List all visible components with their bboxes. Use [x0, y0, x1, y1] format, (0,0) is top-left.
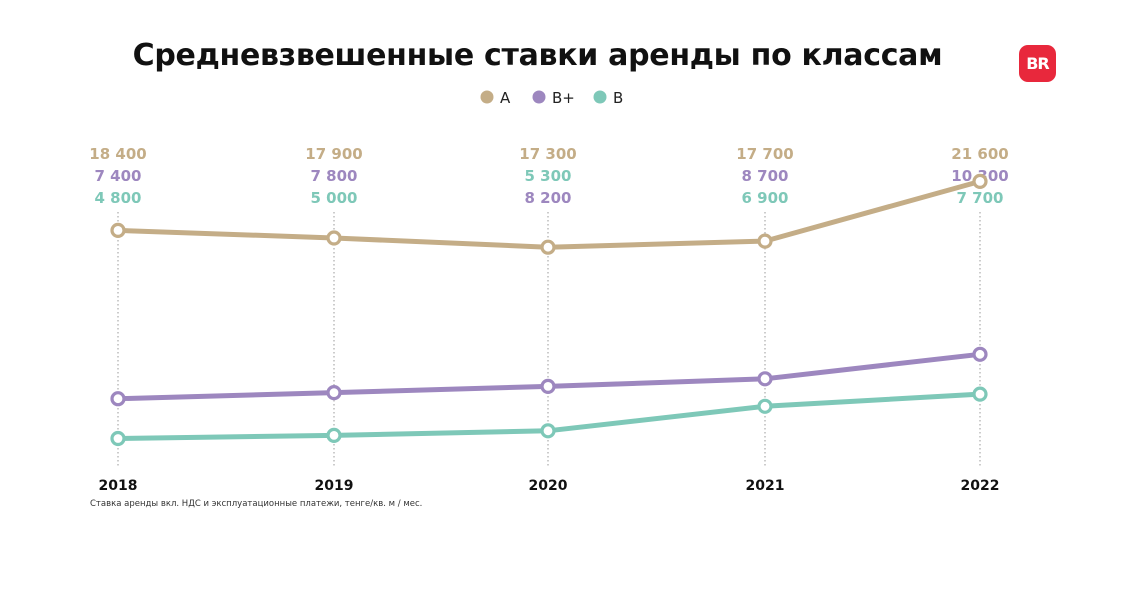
legend-label-a: A — [500, 89, 511, 107]
data-point-b — [326, 427, 342, 443]
data-point-b-plus — [326, 385, 342, 401]
data-point-a — [540, 239, 556, 255]
legend-marker-b-plus — [532, 90, 546, 104]
chart-footnote: Ставка аренды вкл. НДС и эксплуатационны… — [90, 499, 423, 509]
data-point-b-plus — [110, 391, 126, 407]
data-label-a: 17 700 — [736, 145, 793, 163]
x-tick-label: 2021 — [746, 478, 785, 494]
x-tick-label: 2022 — [961, 478, 1000, 494]
data-label-a: 18 400 — [89, 145, 146, 163]
x-tick-label: 2020 — [529, 478, 568, 494]
data-label-b: 5 000 — [311, 189, 358, 207]
data-point-b — [540, 423, 556, 439]
data-point-b — [972, 386, 988, 402]
data-point-b-plus — [972, 346, 988, 362]
chart-title: Средневзвешенные ставки аренды по класса… — [132, 38, 943, 73]
data-label-b: 5 300 — [525, 167, 572, 185]
data-label-b-plus: 8 200 — [525, 189, 572, 207]
legend-label-b: B — [613, 89, 623, 107]
data-point-a — [326, 230, 342, 246]
data-point-a — [972, 173, 988, 189]
data-label-b-plus: 7 800 — [311, 167, 358, 185]
data-point-b — [757, 398, 773, 414]
br-logo: BR — [1019, 45, 1056, 82]
data-label-b-plus: 7 400 — [95, 167, 142, 185]
data-label-b-plus: 8 700 — [742, 167, 789, 185]
x-tick-label: 2018 — [99, 478, 138, 494]
data-point-b-plus — [540, 378, 556, 394]
data-point-b-plus — [757, 371, 773, 387]
legend-marker-b — [593, 90, 607, 104]
data-label-b: 6 900 — [742, 189, 789, 207]
legend-marker-a — [480, 90, 494, 104]
data-point-a — [110, 222, 126, 238]
legend-label-b-plus: B+ — [552, 89, 575, 107]
data-label-a: 21 600 — [951, 145, 1008, 163]
data-label-a: 17 900 — [305, 145, 362, 163]
data-point-b — [110, 430, 126, 447]
data-label-a: 17 300 — [519, 145, 576, 163]
x-tick-label: 2019 — [315, 478, 354, 494]
data-label-b: 4 800 — [95, 189, 142, 207]
data-label-b: 7 700 — [957, 189, 1004, 207]
data-point-a — [757, 233, 773, 249]
